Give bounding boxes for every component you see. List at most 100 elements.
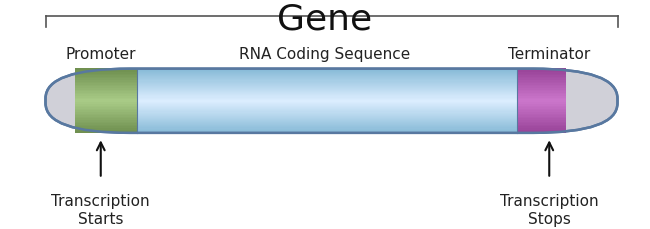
Bar xyxy=(136,81,566,83)
Bar xyxy=(136,91,566,92)
Text: Transcription
Starts: Transcription Starts xyxy=(51,194,150,227)
Bar xyxy=(517,73,566,75)
Bar xyxy=(517,102,566,104)
Bar xyxy=(136,110,566,112)
Bar xyxy=(75,75,136,77)
Bar xyxy=(517,113,566,115)
Bar xyxy=(136,79,566,80)
Bar xyxy=(136,89,566,90)
Text: Gene: Gene xyxy=(278,2,372,36)
Bar xyxy=(75,102,136,104)
Bar xyxy=(136,114,566,116)
Bar xyxy=(75,113,136,115)
Bar xyxy=(75,83,136,85)
Bar xyxy=(517,112,566,114)
Bar xyxy=(136,118,566,119)
Bar xyxy=(75,110,136,112)
Bar xyxy=(75,96,136,98)
Bar xyxy=(136,98,566,100)
Bar xyxy=(517,85,566,86)
Bar xyxy=(75,81,136,83)
Bar xyxy=(136,120,566,121)
Bar xyxy=(136,80,566,82)
Bar xyxy=(75,118,136,120)
Bar xyxy=(75,120,136,122)
Bar xyxy=(136,87,566,88)
Bar xyxy=(75,101,136,102)
Bar xyxy=(136,82,566,84)
Bar xyxy=(75,109,136,110)
Bar xyxy=(517,99,566,101)
Bar xyxy=(136,104,566,105)
Bar xyxy=(517,121,566,123)
Bar xyxy=(136,123,566,124)
Bar xyxy=(517,94,566,96)
Bar xyxy=(517,96,566,98)
Bar xyxy=(136,96,566,98)
Bar xyxy=(517,68,566,70)
Bar xyxy=(517,125,566,126)
Bar xyxy=(136,101,566,102)
Bar xyxy=(136,113,566,115)
Bar xyxy=(136,107,566,108)
Bar xyxy=(517,70,566,72)
Bar xyxy=(136,78,566,79)
Bar xyxy=(75,89,136,91)
Bar xyxy=(517,72,566,74)
Bar xyxy=(136,129,566,131)
Bar xyxy=(517,109,566,110)
Bar xyxy=(517,89,566,91)
Bar xyxy=(136,88,566,89)
Bar xyxy=(75,72,136,74)
Bar xyxy=(136,92,566,93)
Bar xyxy=(75,117,136,118)
Bar xyxy=(136,117,566,118)
Bar xyxy=(517,86,566,88)
Bar xyxy=(75,85,136,86)
FancyBboxPatch shape xyxy=(46,69,617,133)
Bar xyxy=(136,108,566,109)
Bar xyxy=(136,111,566,112)
Bar xyxy=(75,80,136,82)
Bar xyxy=(136,122,566,123)
Bar xyxy=(136,109,566,110)
Bar xyxy=(517,104,566,106)
Bar xyxy=(136,76,566,77)
Bar xyxy=(136,97,566,99)
Bar xyxy=(517,78,566,80)
Bar xyxy=(136,125,566,126)
Bar xyxy=(136,105,566,106)
Bar xyxy=(517,128,566,130)
Bar xyxy=(517,120,566,122)
Bar xyxy=(75,129,136,131)
Text: Transcription
Stops: Transcription Stops xyxy=(500,194,599,227)
Bar xyxy=(136,103,566,104)
Bar xyxy=(136,77,566,78)
Bar xyxy=(517,129,566,131)
Bar xyxy=(517,88,566,90)
Bar xyxy=(136,68,566,70)
Bar xyxy=(517,80,566,82)
Bar xyxy=(517,83,566,85)
Bar xyxy=(136,70,566,71)
Bar xyxy=(75,115,136,117)
Bar xyxy=(517,115,566,117)
Bar xyxy=(517,123,566,125)
Bar xyxy=(136,124,566,125)
Bar xyxy=(517,107,566,109)
Bar xyxy=(136,73,566,74)
Bar xyxy=(517,81,566,83)
Bar xyxy=(136,126,566,128)
Bar xyxy=(75,97,136,99)
Bar xyxy=(75,68,136,70)
Bar xyxy=(75,94,136,96)
Bar xyxy=(75,99,136,101)
Bar xyxy=(136,86,566,87)
Bar xyxy=(75,121,136,123)
Bar xyxy=(75,91,136,93)
Bar xyxy=(136,94,566,95)
Bar xyxy=(75,125,136,126)
Bar xyxy=(136,131,566,132)
Bar xyxy=(136,75,566,76)
Bar xyxy=(136,93,566,94)
